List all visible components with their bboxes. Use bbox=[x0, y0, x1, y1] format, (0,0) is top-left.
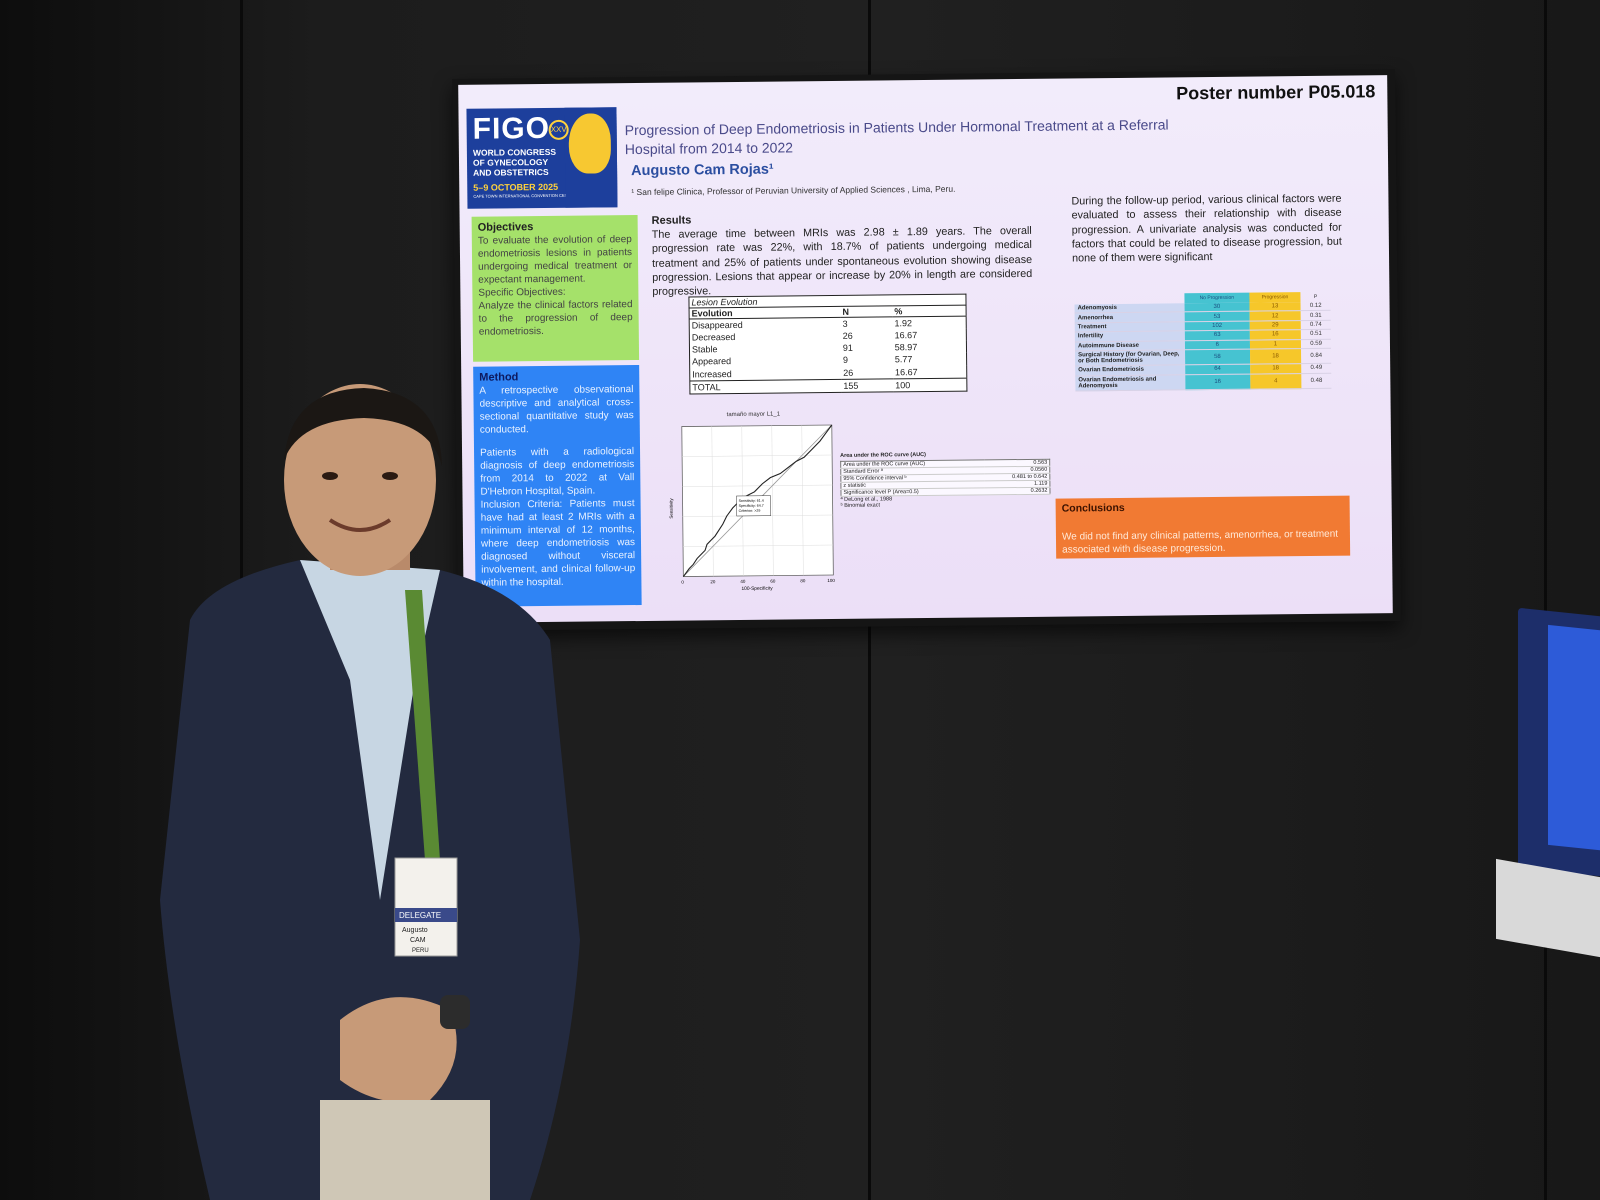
auc-footnote: ᵇ Binomial exact bbox=[840, 502, 881, 509]
specific-objectives-text: Analyze the clinical factors related to … bbox=[478, 299, 633, 338]
roc-tick: 40 bbox=[740, 579, 746, 584]
presenter-person: DELEGATE Augusto CAM PERU bbox=[160, 384, 580, 1200]
objectives-text: To evaluate the evolution of deep endome… bbox=[477, 234, 633, 286]
roc-ylabel: Sensitivity bbox=[669, 498, 674, 519]
roc-xlabel: 100-Specificity bbox=[741, 586, 773, 592]
roc-annotation-line: Specificity: 64.7 bbox=[739, 504, 764, 508]
smile bbox=[328, 518, 392, 532]
column-header: No Progression bbox=[1184, 292, 1250, 304]
shirt bbox=[300, 560, 440, 900]
table-total-row: TOTAL 155 100 bbox=[689, 377, 967, 394]
roc-annotation-box bbox=[736, 495, 771, 517]
roc-tick: 60 bbox=[770, 579, 776, 584]
poster-title: Progression of Deep Endometriosis in Pat… bbox=[624, 116, 1169, 158]
roc-annotation-line: Sensitivity: 61.4 bbox=[739, 499, 764, 503]
column-header: % bbox=[892, 305, 967, 317]
badge-role: DELEGATE bbox=[399, 911, 441, 920]
poster: Poster number P05.018 FIGO XXV WORLD CON… bbox=[458, 75, 1393, 623]
badge-first: Augusto bbox=[402, 927, 428, 934]
logo-edition: XXV bbox=[548, 119, 569, 140]
roc-curve bbox=[682, 424, 833, 577]
clinical-factors-table: No Progression Progression P Adenomyosis… bbox=[1074, 292, 1332, 392]
followup-text: During the follow-up period, various cli… bbox=[1071, 192, 1342, 265]
roc-annotation-line: Criterion: >29 bbox=[739, 509, 761, 513]
lesion-evolution-table: Lesion Evolution Evolution N % Disappear… bbox=[688, 293, 968, 395]
badge-last: CAM bbox=[410, 937, 426, 944]
side-tray bbox=[1496, 858, 1600, 958]
left-eye bbox=[322, 472, 338, 480]
logo-head-icon bbox=[564, 107, 618, 208]
right-eye bbox=[382, 472, 398, 480]
roc-curve-chart: Sensitivity: 61.4 Specificity: 64.7 Crit… bbox=[669, 424, 835, 592]
roc-tick: 80 bbox=[800, 578, 806, 583]
auc-table: Area under the ROC curve (AUC) 0.563 Stan… bbox=[840, 458, 1051, 497]
auc-heading: Area under the ROC curve (AUC) bbox=[840, 452, 927, 459]
column-header: N bbox=[840, 305, 893, 318]
figo-logo: FIGO XXV WORLD CONGRESS OF GYNECOLOGY AN… bbox=[466, 107, 618, 209]
results-text: The average time between MRIs was 2.98 ±… bbox=[651, 224, 1033, 299]
objectives-section: Objectives To evaluate the evolution of … bbox=[471, 215, 640, 362]
badge-header bbox=[395, 908, 457, 922]
badge-country: PERU bbox=[412, 948, 429, 954]
face bbox=[284, 384, 436, 576]
hair bbox=[284, 388, 442, 466]
clasped-hands bbox=[340, 997, 457, 1103]
poster-author: Augusto Cam Rojas¹ bbox=[631, 161, 774, 180]
column-header: P bbox=[1313, 293, 1318, 300]
wristwatch bbox=[440, 995, 470, 1029]
column-header: Progression bbox=[1249, 292, 1301, 303]
name-badge bbox=[394, 857, 458, 957]
conclusions-text: We did not find any clinical patterns, a… bbox=[1061, 528, 1339, 556]
trousers bbox=[320, 1100, 490, 1200]
roc-tick: 100 bbox=[827, 578, 835, 583]
objectives-heading: Objectives bbox=[477, 221, 534, 234]
kiosk-screen bbox=[1548, 624, 1600, 851]
roc-tick: 0 bbox=[681, 580, 684, 585]
results-heading: Results bbox=[651, 214, 692, 227]
conclusions-heading: Conclusions bbox=[1061, 501, 1125, 515]
display-screen: Poster number P05.018 FIGO XXV WORLD CON… bbox=[452, 69, 1401, 631]
lanyard bbox=[405, 590, 440, 860]
roc-tick: 20 bbox=[710, 579, 716, 584]
poster-number: Poster number P05.018 bbox=[1176, 81, 1376, 104]
wall-seam bbox=[1544, 0, 1547, 1200]
auc-box: Area under the ROC curve (AUC) Area unde… bbox=[840, 451, 1051, 509]
table-row: Ovarian Endometriosis and Adenomyosis 16 4… bbox=[1075, 372, 1332, 391]
suit-jacket bbox=[160, 560, 580, 1200]
side-kiosk bbox=[1518, 607, 1600, 877]
conclusions-section: Conclusions We did not find any clinical… bbox=[1055, 495, 1351, 559]
poster-affiliation: ¹ San felipe Clinica, Professor of Peruv… bbox=[631, 183, 956, 198]
